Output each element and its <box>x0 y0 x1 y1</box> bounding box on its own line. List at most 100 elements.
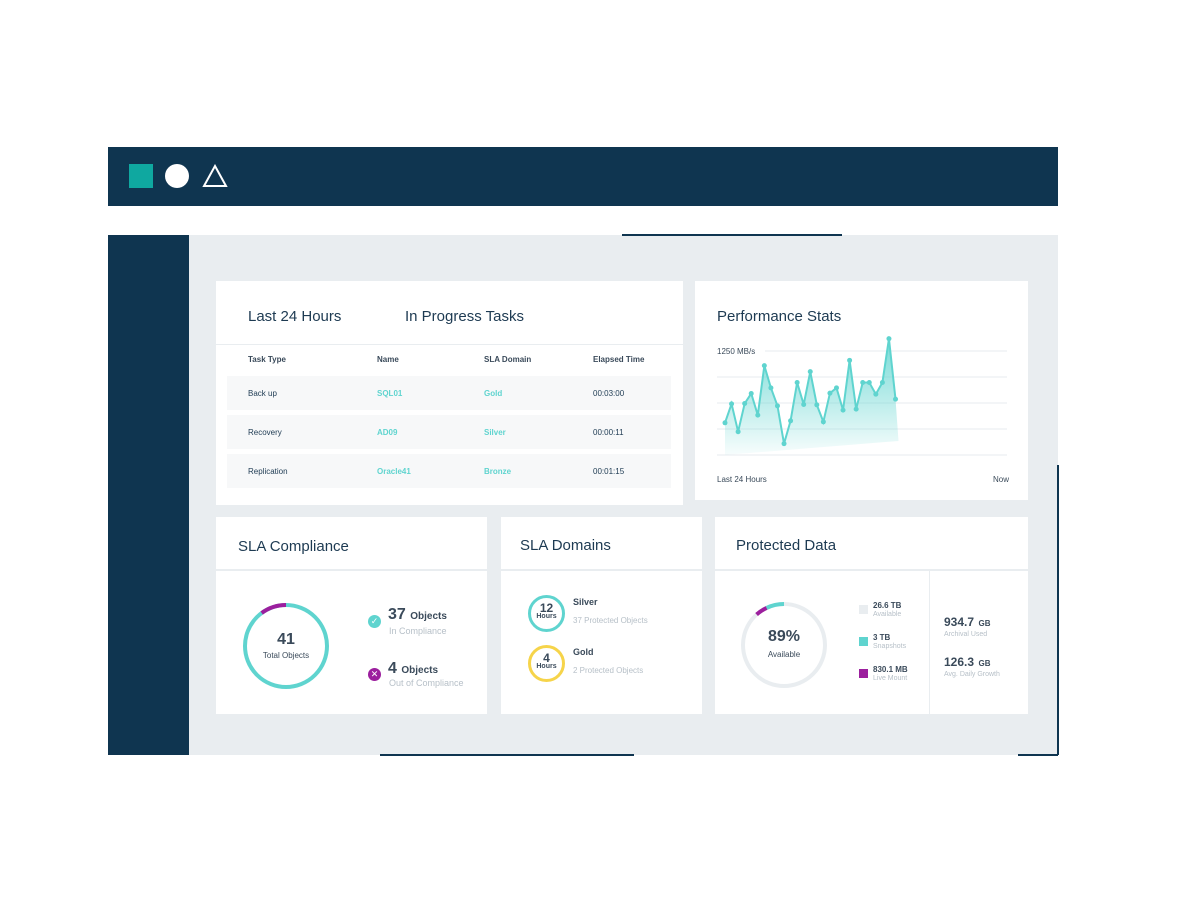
divider <box>929 571 930 714</box>
legend-label: Live Mount <box>873 675 908 682</box>
table-row[interactable]: Back up SQL01 Gold 00:03:00 <box>227 376 671 410</box>
divider <box>501 569 702 571</box>
data-point[interactable] <box>774 403 780 409</box>
hours-unit: Hours <box>536 663 557 670</box>
protected-data-card: Protected Data 89% Available 26.6 TB Ava… <box>715 517 1028 714</box>
data-point[interactable] <box>807 369 813 375</box>
sla-domain-link[interactable]: Bronze <box>484 467 512 476</box>
divider <box>380 754 634 756</box>
data-point[interactable] <box>886 336 892 342</box>
divider <box>715 569 1028 571</box>
total-objects-value: 41 <box>277 631 295 648</box>
data-point[interactable] <box>794 380 800 386</box>
legend-label: Snapshots <box>873 643 907 650</box>
task-name-link[interactable]: SQL01 <box>377 389 403 398</box>
domain-desc: 2 Protected Objects <box>573 666 644 675</box>
data-point[interactable] <box>729 401 735 407</box>
data-point[interactable] <box>722 420 728 426</box>
task-name-link[interactable]: AD09 <box>377 428 398 437</box>
performance-chart <box>717 336 1007 456</box>
hours-value: 4 <box>543 651 550 665</box>
data-point[interactable] <box>827 390 833 396</box>
top-bar <box>108 147 1058 206</box>
elapsed-time: 00:01:15 <box>593 467 625 476</box>
tasks-card: Last 24 Hours In Progress Tasks Task Typ… <box>216 281 683 505</box>
circle-icon <box>165 164 189 188</box>
square-icon <box>129 164 153 188</box>
task-type: Recovery <box>248 428 282 437</box>
domain-desc: 37 Protected Objects <box>573 616 648 625</box>
column-header: Task Type <box>248 355 286 364</box>
hours-unit: Hours <box>536 613 557 620</box>
data-point[interactable] <box>873 391 879 397</box>
data-point[interactable] <box>860 380 866 386</box>
data-point[interactable] <box>866 380 872 386</box>
table-row[interactable]: Replication Oracle41 Bronze 00:01:15 <box>227 454 671 488</box>
divider <box>216 569 487 571</box>
sla-domain-item[interactable]: 4 Hours Gold 2 Protected Objects <box>528 645 698 685</box>
task-type: Back up <box>248 389 277 398</box>
data-point[interactable] <box>893 396 899 402</box>
growth-stat: 126.3 GB Avg. Daily Growth <box>944 653 1000 678</box>
legend-value: 26.6 TB <box>873 601 902 610</box>
performance-card: Performance Stats 1250 MB/s Last 24 Hour… <box>695 281 1028 500</box>
hours-badge: 12 Hours <box>528 595 565 632</box>
data-point[interactable] <box>879 380 885 386</box>
data-point[interactable] <box>781 441 787 447</box>
task-name-link[interactable]: Oracle41 <box>377 467 411 476</box>
archival-label: Archival Used <box>944 631 988 638</box>
data-point[interactable] <box>814 402 820 408</box>
data-point[interactable] <box>833 385 839 391</box>
card-title[interactable]: In Progress Tasks <box>405 308 524 325</box>
available-donut <box>741 602 827 688</box>
sla-domain-link[interactable]: Gold <box>484 389 503 398</box>
legend-swatch <box>859 637 868 646</box>
divider <box>622 234 842 236</box>
card-title: SLA Domains <box>520 537 611 554</box>
card-title: Last 24 Hours <box>248 308 342 325</box>
unit: GB <box>978 659 991 668</box>
hours-value: 12 <box>539 601 554 615</box>
out-compliance-count: 4 <box>388 660 397 677</box>
column-header: Elapsed Time <box>593 355 645 364</box>
y-axis-label: 1250 MB/s <box>717 347 756 356</box>
data-point[interactable] <box>761 363 767 369</box>
data-point[interactable] <box>748 391 754 397</box>
card-title: Performance Stats <box>717 308 842 325</box>
in-compliance-count: 37 <box>388 606 406 623</box>
archival-stat: 934.7 GB Archival Used <box>944 613 990 638</box>
percent-value: 89% <box>767 628 801 645</box>
x-circle-icon: ✕ <box>368 668 381 681</box>
divider <box>1018 754 1058 756</box>
table-row[interactable]: Recovery AD09 Silver 00:00:11 <box>227 415 671 449</box>
elapsed-time: 00:00:11 <box>593 428 624 437</box>
data-point[interactable] <box>768 385 774 391</box>
domain-name: Gold <box>573 647 594 657</box>
legend-swatch <box>859 605 868 614</box>
sla-compliance-card: SLA Compliance 41 Total Objects ✓ 37 Obj… <box>216 517 487 714</box>
task-type: Replication <box>248 467 288 476</box>
in-compliance-stat: 37 Objects <box>388 606 447 624</box>
triangle-icon <box>202 164 228 187</box>
data-point[interactable] <box>735 429 741 435</box>
sla-domains-card: SLA Domains 12 Hours Silver 37 Protected… <box>501 517 702 714</box>
legend-label: Available <box>873 611 902 618</box>
sla-domain-link[interactable]: Silver <box>484 428 506 437</box>
data-point[interactable] <box>801 401 807 407</box>
data-point[interactable] <box>853 406 859 412</box>
column-header: Name <box>377 355 399 364</box>
elapsed-time: 00:03:00 <box>593 389 625 398</box>
sla-domain-item[interactable]: 12 Hours Silver 37 Protected Objects <box>528 595 698 635</box>
data-point[interactable] <box>820 419 826 425</box>
divider <box>216 344 683 345</box>
unit: Objects <box>401 665 439 676</box>
data-point[interactable] <box>788 418 794 424</box>
percent-label: Available <box>767 650 801 659</box>
data-point[interactable] <box>847 357 853 363</box>
data-point[interactable] <box>755 412 761 418</box>
data-point[interactable] <box>742 400 748 406</box>
card-title: Protected Data <box>736 537 837 554</box>
hours-badge: 4 Hours <box>528 645 565 682</box>
data-point[interactable] <box>840 407 846 413</box>
legend-value: 3 TB <box>873 633 891 642</box>
